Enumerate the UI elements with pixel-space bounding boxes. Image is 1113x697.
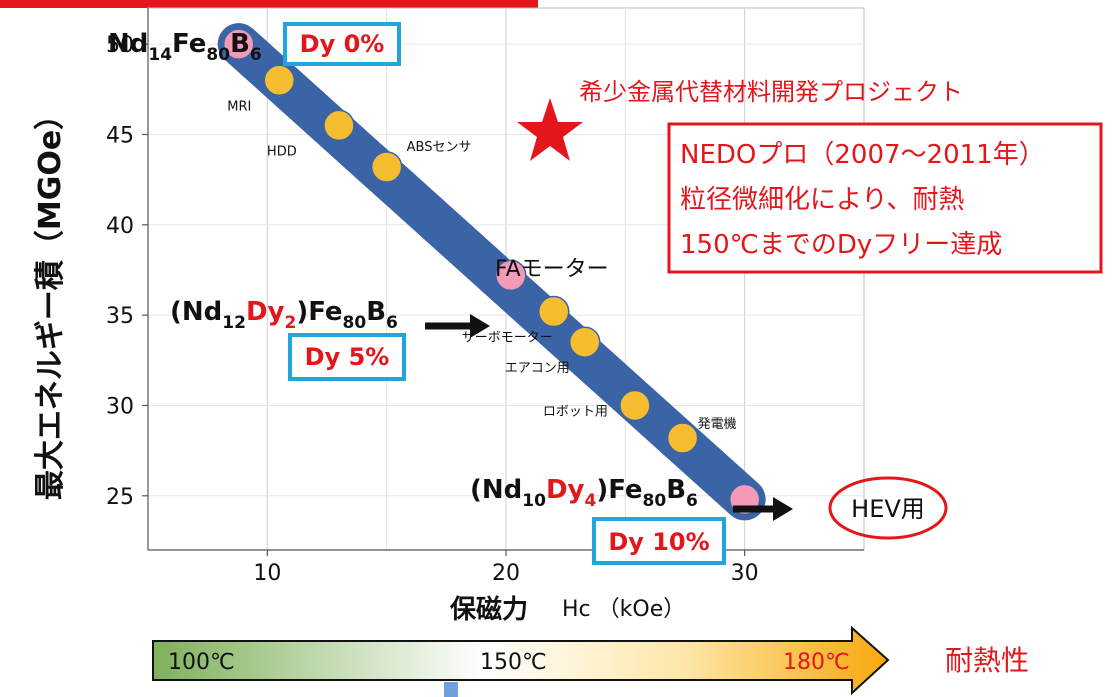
c3-b-sub: 6	[686, 491, 698, 511]
point-label-7: ロボット用	[543, 404, 608, 419]
heat-label-180: 180℃	[783, 650, 850, 675]
point-label-2: HDD	[267, 144, 297, 159]
star-icon	[517, 98, 583, 161]
nedo-line-3: 150℃までのDyフリー達成	[680, 230, 1002, 260]
point-label-5: サーボモーター	[462, 331, 553, 346]
hev-label: HEV用	[851, 495, 925, 523]
nedo-line-2: 粒径微細化により、耐熱	[680, 185, 964, 215]
data-point-3	[370, 151, 403, 183]
heat-resistance-bar: 100℃ 150℃ 180℃	[152, 625, 890, 696]
x-axis-label-sub: Hc （kOe）	[562, 597, 685, 622]
y-tick-label-3: 40	[106, 214, 134, 239]
point-label-8: 発電機	[698, 417, 737, 432]
data-point-5	[537, 295, 570, 328]
dy-box-5-text: Dy 5%	[305, 343, 390, 371]
y-tick-label-1: 30	[106, 394, 134, 419]
marker-square	[444, 682, 458, 697]
data-point-4	[495, 259, 527, 292]
dy-box-5: Dy 5%	[288, 333, 406, 381]
c2-fe-sub: 80	[343, 313, 367, 333]
x-tick-label-1: 20	[492, 561, 520, 586]
data-point-6	[569, 326, 601, 358]
dy-box-0-text: Dy 0%	[300, 30, 385, 58]
c2-nd-sub: 12	[222, 313, 246, 333]
y-tick-label-4: 45	[106, 123, 134, 148]
heat-label-150: 150℃	[480, 650, 547, 675]
c1-nd-sub: 14	[148, 45, 172, 65]
y-tick-label-5: 50	[106, 33, 134, 58]
trend-band	[217, 23, 766, 521]
heat-label-100: 100℃	[168, 650, 235, 675]
dy-box-0: Dy 0%	[283, 22, 401, 66]
arrow-icon	[733, 497, 793, 521]
c2-b-sub: 6	[386, 313, 398, 333]
point-label-3: ABSセンサ	[407, 140, 472, 155]
y-axis-label-group: 最大エネルギー積（MGOe）	[33, 100, 68, 500]
x-tick-label-0: 10	[253, 561, 281, 586]
nedo-line-1: NEDOプロ（2007～2011年）	[680, 140, 1045, 170]
point-label-1: MRI	[227, 99, 251, 114]
top-red-bar	[0, 0, 538, 8]
c3-fe-sub: 80	[643, 491, 667, 511]
y-tick-label-0: 25	[106, 485, 134, 510]
c3-nd-sub: 10	[522, 491, 546, 511]
axes: 25 30 35 40 45 50 10 20 30	[106, 8, 864, 586]
heat-resistance-title: 耐熱性	[945, 644, 1029, 677]
data-point-0	[222, 28, 255, 60]
dy-box-10-text: Dy 10%	[608, 528, 709, 556]
hev-callout: HEV用	[828, 476, 948, 540]
nedo-box: NEDOプロ（2007～2011年） 粒径微細化により、耐熱 150℃までのDy…	[667, 122, 1103, 274]
c2-dy-sub: 2	[284, 313, 296, 333]
c1-fe-sub: 80	[206, 45, 230, 65]
y-axis-label: 最大エネルギー積（MGOe）	[33, 100, 68, 500]
data-point-8	[666, 422, 699, 454]
x-axis-label-main: 保磁力	[449, 594, 528, 625]
point-label-6: エアコン用	[505, 361, 570, 376]
data-point-2	[323, 109, 355, 142]
data-point-1	[263, 64, 296, 97]
fa-motor-label: FAモーター	[495, 257, 609, 282]
project-title: 希少金属代替材料開発プロジェクト	[579, 78, 963, 106]
x-tick-label-2: 30	[731, 561, 759, 586]
y-tick-label-2: 35	[106, 304, 134, 329]
data-point-7	[619, 389, 651, 422]
dy-box-10: Dy 10%	[592, 517, 726, 565]
c1-b-sub: 6	[250, 45, 262, 65]
data-points	[222, 28, 761, 516]
arrow-icon	[425, 314, 490, 338]
c3-dy-sub: 4	[584, 491, 596, 511]
